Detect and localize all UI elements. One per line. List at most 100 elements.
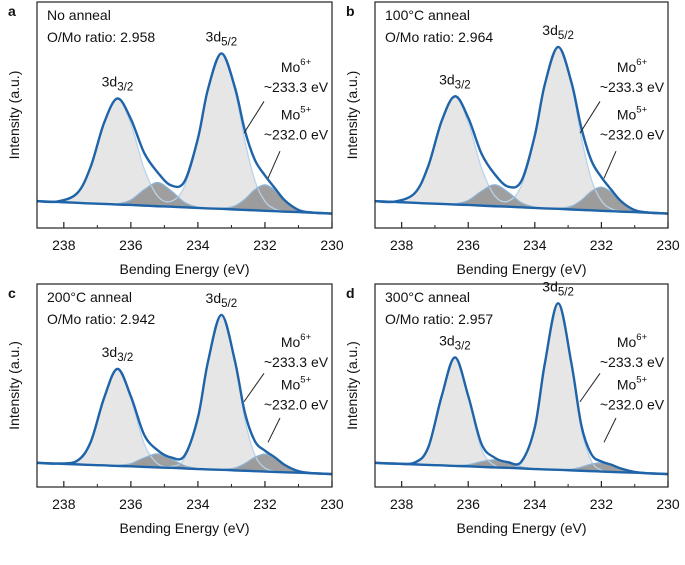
pointer-line: [267, 150, 281, 179]
spectrum-line: [36, 313, 333, 476]
panel-letter: c: [8, 285, 16, 301]
panel-letter: d: [346, 285, 355, 301]
pointer-line: [603, 417, 617, 443]
spectrum-line: [374, 199, 669, 215]
peak-label: 3d3/2: [102, 344, 134, 364]
peak-label-part: 3d: [102, 344, 118, 360]
y-axis-label: Intensity (a.u.): [344, 71, 360, 160]
peak-label-part: 3d: [439, 71, 455, 87]
plot-frame: [36, 1, 333, 229]
peak-label-part: 3d: [542, 22, 558, 38]
x-tick-label: 238: [52, 496, 76, 512]
species-label: Mo6+: [281, 332, 312, 350]
x-axis-label: Bending Energy (eV): [457, 261, 587, 277]
peak-label-part: 5/2: [558, 286, 574, 298]
x-tick-label: 234: [186, 496, 210, 512]
peak-label-part: 3/2: [455, 79, 471, 91]
y-axis-label: Intensity (a.u.): [344, 341, 360, 430]
pointer-line: [243, 101, 265, 134]
component-fill: [37, 315, 332, 475]
species-energy: ~233.3 eV: [600, 79, 665, 95]
condition-label: 100°C anneal: [385, 7, 470, 23]
species-label: Mo5+: [281, 375, 312, 393]
y-axis-label: Intensity (a.u.): [6, 341, 22, 430]
panel-letter: a: [8, 3, 16, 19]
species-label-part: Mo: [281, 334, 301, 350]
component-fill: [375, 303, 668, 475]
species-label-part: 6+: [300, 57, 311, 68]
component-fill: [37, 453, 332, 475]
peak-label-part: 5/2: [221, 36, 237, 48]
peak-label: 3d5/2: [206, 290, 238, 310]
species-label-part: 5+: [300, 375, 311, 386]
x-axis-label: Bending Energy (eV): [120, 261, 250, 277]
species-energy: ~232.0 eV: [264, 397, 329, 413]
peak-label: 3d3/2: [102, 73, 134, 93]
x-tick-label: 230: [656, 496, 680, 512]
x-tick-label: 232: [253, 237, 277, 253]
peak-label: 3d3/2: [439, 71, 471, 91]
peak-label-part: 3/2: [455, 340, 471, 352]
x-tick-label: 234: [523, 237, 547, 253]
species-label: Mo6+: [617, 332, 648, 350]
species-label-part: 6+: [300, 332, 311, 343]
x-tick-label: 238: [52, 237, 76, 253]
x-tick-label: 238: [390, 237, 414, 253]
peak-label-part: 3d: [439, 332, 455, 348]
ratio-label: O/Mo ratio: 2.942: [47, 311, 155, 327]
species-label: Mo6+: [617, 57, 648, 75]
x-tick-label: 232: [253, 496, 277, 512]
peak-label-part: 3d: [206, 290, 222, 306]
species-label-part: Mo: [617, 377, 637, 393]
species-label-part: 5+: [300, 105, 311, 116]
x-tick-label: 230: [320, 237, 344, 253]
x-tick-label: 234: [186, 237, 210, 253]
species-energy: ~232.0 eV: [600, 397, 665, 413]
x-tick-label: 236: [457, 237, 481, 253]
peak-label: 3d5/2: [206, 28, 238, 48]
species-energy: ~233.3 eV: [264, 79, 329, 95]
pointer-line: [243, 373, 265, 403]
x-tick-label: 236: [119, 496, 143, 512]
species-label-part: Mo: [281, 377, 301, 393]
species-energy: ~233.3 eV: [264, 354, 329, 370]
plot-frame: [374, 283, 669, 488]
peak-label-part: 5/2: [558, 30, 574, 42]
component-fill: [375, 47, 668, 214]
y-axis-label: Intensity (a.u.): [6, 71, 22, 160]
x-tick-label: 236: [457, 496, 481, 512]
x-axis-label: Bending Energy (eV): [457, 520, 587, 536]
species-label-part: 6+: [636, 57, 647, 68]
species-label-part: Mo: [281, 59, 301, 75]
spectrum-line: [36, 199, 333, 215]
peak-label: 3d3/2: [439, 332, 471, 352]
pointer-line: [579, 101, 601, 134]
species-energy: ~232.0 eV: [264, 127, 329, 143]
spectrum-line: [374, 302, 669, 476]
panel-letter: b: [346, 3, 355, 19]
species-label-part: Mo: [281, 107, 301, 123]
species-label-part: Mo: [617, 107, 637, 123]
x-tick-label: 232: [590, 237, 614, 253]
spectrum-line: [36, 52, 333, 215]
x-tick-label: 232: [590, 496, 614, 512]
ratio-label: O/Mo ratio: 2.964: [385, 29, 493, 45]
species-energy: ~232.0 eV: [600, 127, 665, 143]
peak-label-part: 3d: [542, 278, 558, 294]
x-tick-label: 230: [320, 496, 344, 512]
plot-frame: [36, 283, 333, 488]
peak-label-part: 3/2: [117, 81, 133, 93]
condition-label: No anneal: [47, 7, 111, 23]
species-label-part: 5+: [636, 375, 647, 386]
x-axis-label: Bending Energy (eV): [120, 520, 250, 536]
species-label: Mo5+: [617, 375, 648, 393]
component-fill: [375, 184, 668, 214]
spectrum-line: [374, 461, 669, 476]
condition-label: 200°C anneal: [47, 289, 132, 305]
peak-label-part: 3d: [206, 28, 222, 44]
peak-label-part: 3d: [102, 73, 118, 89]
x-tick-label: 238: [390, 496, 414, 512]
peak-label-part: 5/2: [221, 298, 237, 310]
